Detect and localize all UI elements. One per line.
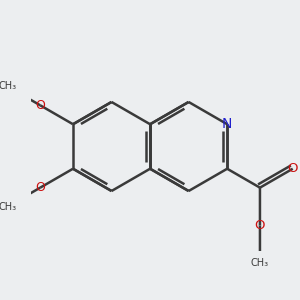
- Text: O: O: [287, 162, 298, 175]
- Text: O: O: [35, 181, 45, 194]
- Text: CH₃: CH₃: [0, 202, 16, 212]
- Text: N: N: [222, 117, 232, 131]
- Text: O: O: [35, 99, 45, 112]
- Text: O: O: [255, 219, 265, 232]
- Text: CH₃: CH₃: [251, 258, 269, 268]
- Text: CH₃: CH₃: [0, 81, 16, 92]
